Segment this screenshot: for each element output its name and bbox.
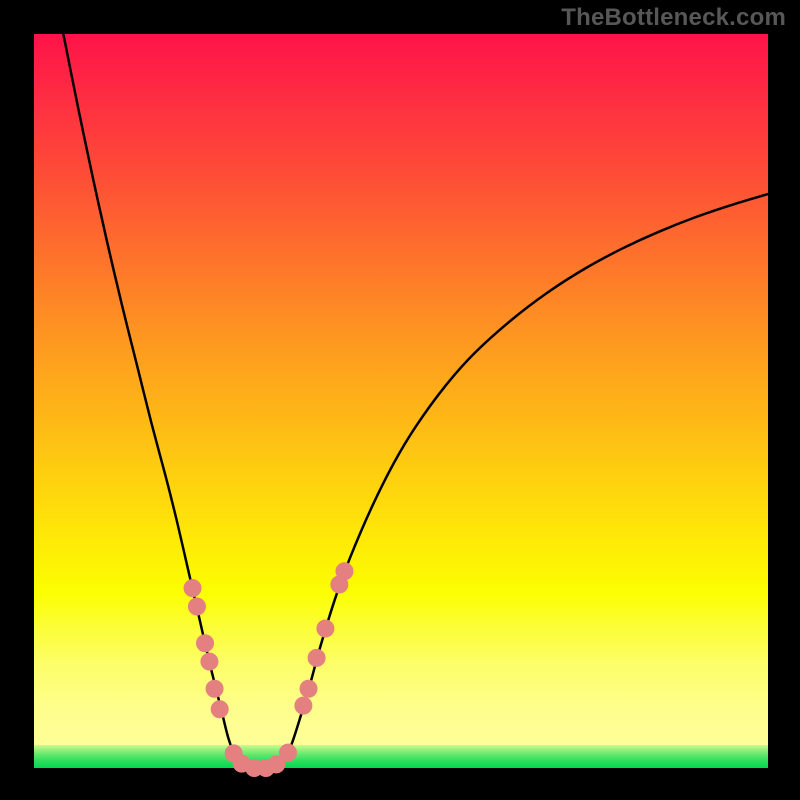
- data-marker: [308, 649, 325, 666]
- data-marker: [317, 620, 334, 637]
- data-marker: [336, 563, 353, 580]
- data-marker: [206, 680, 223, 697]
- watermark-text: TheBottleneck.com: [561, 4, 786, 32]
- data-marker: [211, 701, 228, 718]
- markers-group: [184, 563, 353, 777]
- data-marker: [184, 580, 201, 597]
- data-marker: [279, 744, 296, 761]
- data-marker: [295, 697, 312, 714]
- data-marker: [197, 635, 214, 652]
- data-marker: [300, 680, 317, 697]
- data-marker: [201, 653, 218, 670]
- bottleneck-curve: [63, 34, 768, 768]
- data-marker: [188, 598, 205, 615]
- curve-layer: [34, 34, 768, 768]
- plot-area: [34, 34, 768, 768]
- chart-container: { "watermark": "TheBottleneck.com", "can…: [0, 0, 800, 800]
